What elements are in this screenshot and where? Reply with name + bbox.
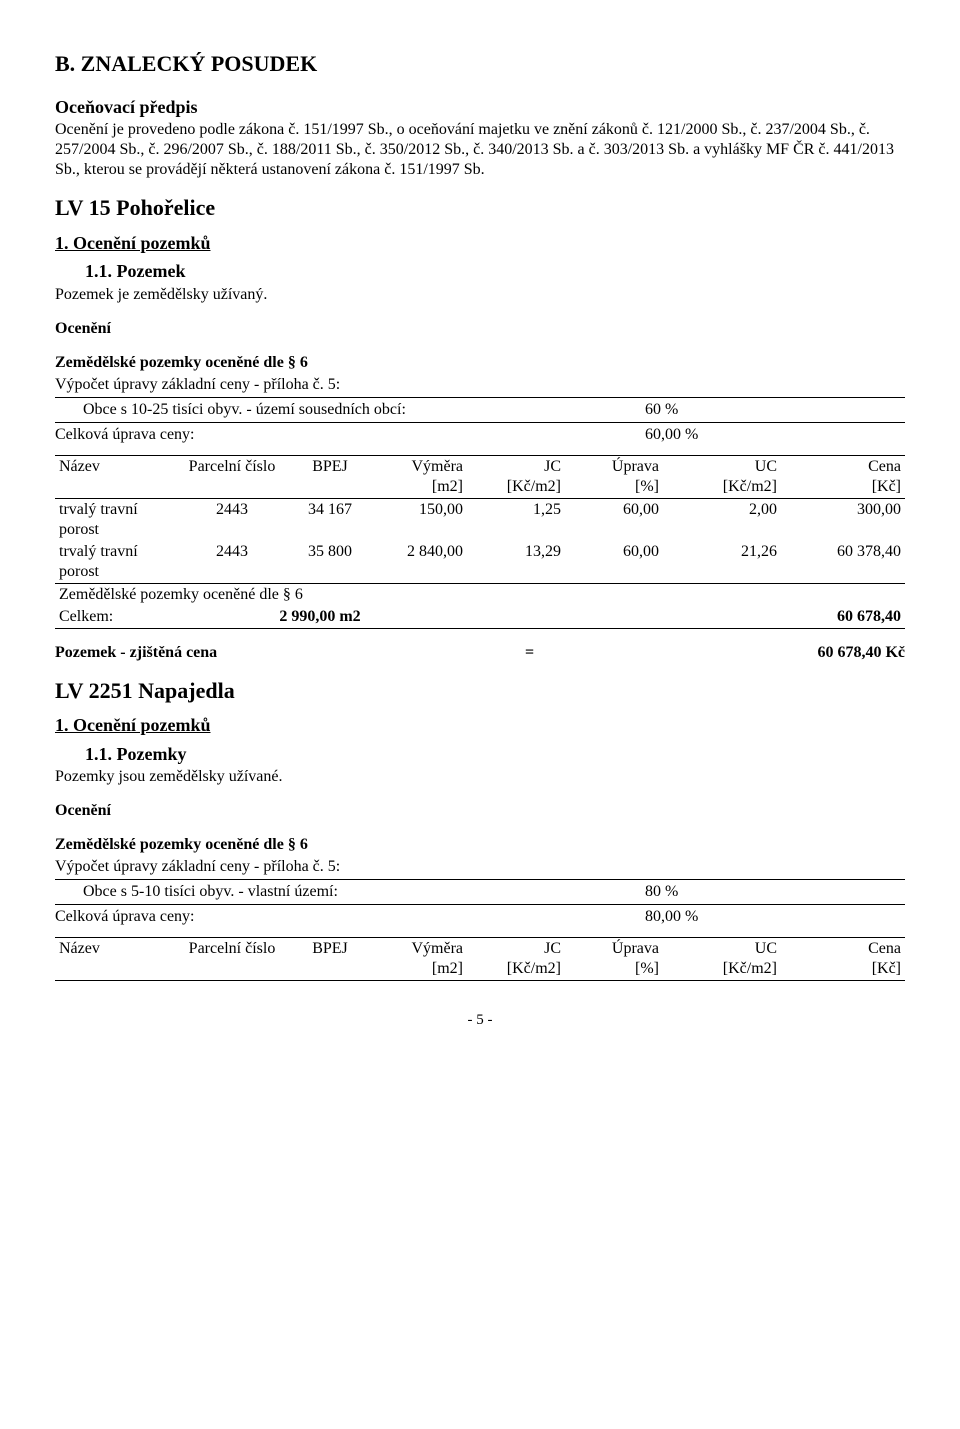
lv2-oceneni: Ocenění	[55, 801, 905, 821]
lv1-celk-r: 60,00 %	[645, 425, 905, 445]
col-parc: Parcelní číslo	[177, 939, 287, 959]
col-up: Úprava	[569, 939, 659, 959]
col-nazev: Název	[59, 457, 169, 477]
lv2-heading: LV 2251 Napajedla	[55, 677, 905, 705]
col-up: Úprava	[569, 457, 659, 477]
lv1-zem: Zemědělské pozemky oceněné dle § 6	[55, 353, 905, 373]
lv2-desc: Pozemky jsou zemědělsky užívané.	[55, 767, 905, 787]
lv1-obce-l: Obce s 10-25 tisíci obyv. - území soused…	[55, 400, 406, 420]
lv2-obce-row: Obce s 5-10 tisíci obyv. - vlastní území…	[55, 882, 905, 902]
col-bpej: BPEJ	[295, 939, 365, 959]
col-uc: UC	[667, 939, 777, 959]
lv1-heading: LV 15 Pohořelice	[55, 194, 905, 222]
lv2-sec1: 1. Ocenění pozemků	[55, 714, 905, 737]
zjistena-eq: =	[525, 643, 725, 663]
lv1-obce-row: Obce s 10-25 tisíci obyv. - území soused…	[55, 400, 905, 420]
oce-predpis-heading: Oceňovací předpis	[55, 96, 905, 119]
divider	[55, 879, 905, 880]
doc-title: B. ZNALECKÝ POSUDEK	[55, 50, 905, 78]
col-bpej: BPEJ	[295, 457, 365, 477]
table-row: trvalý travní porost 2443 35 800 2 840,0…	[55, 541, 905, 584]
table-header-row: Název Parcelní číslo BPEJ Výměra[m2] JC[…	[55, 455, 905, 498]
table-row: trvalý travní porost 2443 34 167 150,00 …	[55, 498, 905, 541]
lv2-celk-r: 80,00 %	[645, 907, 905, 927]
lv1-sec11: 1.1. Pozemek	[85, 260, 905, 283]
oce-predpis-text: Ocenění je provedeno podle zákona č. 151…	[55, 120, 905, 180]
lv1-sec1: 1. Ocenění pozemků	[55, 232, 905, 255]
lv1-celk-l: Celková úprava ceny:	[55, 425, 195, 445]
divider	[55, 904, 905, 905]
lv2-vypocet: Výpočet úpravy základní ceny - příloha č…	[55, 857, 905, 877]
col-cena: Cena	[785, 939, 901, 959]
lv2-table: Název Parcelní číslo BPEJ Výměra[m2] JC[…	[55, 937, 905, 981]
divider	[55, 422, 905, 423]
zjistena-label: Pozemek - zjištěná cena	[55, 643, 525, 663]
lv2-sec11: 1.1. Pozemky	[85, 743, 905, 766]
lv2-obce-r: 80 %	[645, 882, 905, 902]
table-sum-row: Celkem: 2 990,00 m2 60 678,40	[55, 606, 905, 629]
col-vym: Výměra	[373, 457, 463, 477]
col-nazev: Název	[59, 939, 169, 959]
table-sum-label: Zemědělské pozemky oceněné dle § 6	[55, 583, 905, 606]
col-parc: Parcelní číslo	[177, 457, 287, 477]
lv1-table: Název Parcelní číslo BPEJ Výměra[m2] JC[…	[55, 455, 905, 629]
col-vym: Výměra	[373, 939, 463, 959]
lv2-zem: Zemědělské pozemky oceněné dle § 6	[55, 835, 905, 855]
lv1-celk-row: Celková úprava ceny: 60,00 %	[55, 425, 905, 445]
page-number: - 5 -	[55, 1011, 905, 1030]
col-jc: JC	[471, 939, 561, 959]
col-uc: UC	[667, 457, 777, 477]
lv1-desc: Pozemek je zemědělsky užívaný.	[55, 285, 905, 305]
col-jc: JC	[471, 457, 561, 477]
lv1-vypocet: Výpočet úpravy základní ceny - příloha č…	[55, 375, 905, 395]
zjistena-value: 60 678,40 Kč	[725, 643, 905, 663]
col-cena: Cena	[785, 457, 901, 477]
table-header-row: Název Parcelní číslo BPEJ Výměra[m2] JC[…	[55, 938, 905, 981]
lv2-celk-l: Celková úprava ceny:	[55, 907, 195, 927]
lv2-celk-row: Celková úprava ceny: 80,00 %	[55, 907, 905, 927]
divider	[55, 397, 905, 398]
lv2-obce-l: Obce s 5-10 tisíci obyv. - vlastní území…	[55, 882, 338, 902]
lv1-zjistena: Pozemek - zjištěná cena = 60 678,40 Kč	[55, 643, 905, 663]
lv1-obce-r: 60 %	[645, 400, 905, 420]
lv1-oceneni: Ocenění	[55, 319, 905, 339]
